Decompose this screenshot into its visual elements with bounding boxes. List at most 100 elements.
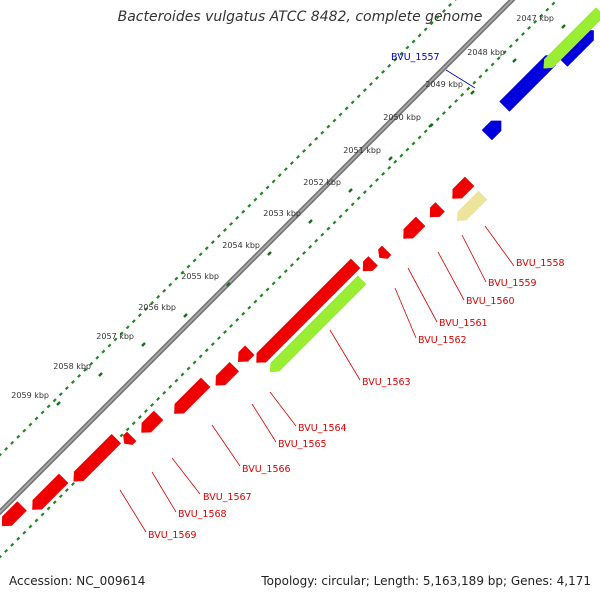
inner-tick-dot [0, 555, 2, 559]
tick-label: 2049 kbp [425, 80, 463, 89]
outer-tick-dot [435, 15, 440, 20]
gene-label: BVU_1565 [278, 439, 327, 450]
gene-leader-line [251, 403, 277, 443]
outer-tick-dot [277, 173, 282, 178]
inner-tick-dot [265, 287, 270, 292]
tick-mark [388, 156, 393, 161]
genome-title: Bacteroides vulgatus ATCC 8482, complete… [117, 9, 483, 25]
outer-tick-dot [40, 410, 45, 415]
tick-mark [267, 251, 272, 256]
outer-tick-dot [332, 118, 337, 123]
inner-tick-dot [472, 80, 477, 85]
outer-tick-dot [156, 294, 161, 299]
gene-label: BVU_1559 [488, 278, 537, 289]
gene-leader-line [151, 471, 177, 513]
tick-label: 2054 kbp [222, 241, 260, 250]
inner-tick-dot [131, 421, 136, 426]
inner-tick-dot [381, 171, 386, 176]
inner-tick-dot [271, 281, 276, 286]
gene-leader-line [445, 69, 476, 89]
inner-tick-dot [448, 105, 452, 109]
accession-text: Accession: NC_009614 [9, 574, 146, 588]
tick-label: 2052 kbp [303, 178, 341, 187]
inner-tick-dot [198, 354, 203, 359]
inner-tick-dot [484, 68, 489, 73]
inner-tick-dot [423, 129, 428, 134]
inner-tick-dot [302, 250, 307, 255]
outer-tick-dot [320, 130, 325, 135]
inner-tick-dot [168, 384, 173, 389]
inner-tick-dot [362, 190, 367, 195]
inner-tick-dot [259, 293, 264, 298]
inner-tick-dot [551, 1, 556, 6]
inner-tick-dot [375, 177, 380, 182]
tick-label: 2051 kbp [343, 146, 381, 155]
tick-mark [226, 282, 231, 287]
genome-backbone [0, 0, 516, 516]
outer-tick-dot [150, 300, 155, 305]
inner-tick-dot [28, 524, 33, 529]
outer-tick-dot [429, 21, 434, 26]
inner-tick-dot [52, 500, 57, 505]
outer-tick-dot [368, 82, 373, 87]
tick-mark [470, 90, 475, 95]
inner-tick-dot [368, 184, 373, 189]
gene-labels: BVU_1557 BVU_1558 BVU_1559 BVU_1560 BVU_1561… [119, 52, 565, 541]
inner-tick-dot [162, 390, 167, 395]
reverse-gene-arrow [378, 245, 392, 259]
outer-tick-dot [4, 446, 9, 451]
outer-tick-dot [399, 51, 404, 56]
inner-tick-dot [64, 488, 69, 493]
inner-tick-dot [399, 153, 404, 158]
inner-tick-dot [253, 299, 258, 304]
gene-leader-line [394, 287, 417, 339]
outer-tick-dot [131, 319, 136, 324]
feature-track [1, 7, 600, 527]
inner-tick-dot [210, 342, 215, 347]
tick-label: 2050 kbp [383, 113, 421, 122]
outer-tick-dot [186, 264, 191, 269]
outer-tick-dot [95, 355, 100, 360]
tick-label: 2056 kbp [138, 303, 176, 312]
tick-label: 2053 kbp [263, 209, 301, 218]
inner-tick-dot [229, 323, 234, 328]
tick-label: 2059 kbp [11, 391, 49, 400]
inner-tick-dot [460, 92, 465, 97]
tick-label: 2058 kbp [53, 362, 91, 371]
tick-label: 2048 kbp [467, 48, 505, 57]
outer-tick-dot [16, 434, 21, 439]
outer-tick-dot [70, 380, 75, 385]
outer-tick-dot [113, 337, 118, 342]
outer-tick-dot [265, 185, 270, 190]
gene-label: BVU_1558 [516, 258, 565, 269]
inner-tick-dot [411, 141, 416, 146]
inner-tick-dot [490, 62, 495, 67]
outer-tick-ring [0, 0, 457, 457]
inner-tick-dot [4, 548, 9, 553]
outer-tick-dot [375, 75, 380, 80]
inner-tick-dot [223, 330, 227, 334]
outer-tick-dot [83, 367, 88, 372]
gene-leader-line [437, 251, 465, 301]
gene-leader-line [171, 457, 201, 495]
outer-tick-dot [448, 3, 452, 7]
outer-tick-dot [289, 161, 294, 166]
inner-tick-dot [533, 19, 538, 24]
inner-tick-dot [514, 38, 519, 43]
inner-tick-dot [308, 244, 313, 249]
outer-tick-dot [417, 33, 422, 38]
outer-tick-dot [423, 27, 428, 32]
gene-leader-line [211, 424, 241, 467]
rna-feature [269, 275, 367, 373]
outer-tick-dot [46, 404, 51, 409]
inner-tick-dot [143, 409, 148, 414]
outer-tick-dot [259, 191, 264, 196]
inner-tick-dot [508, 44, 513, 49]
outer-tick-dot [107, 343, 112, 348]
inner-tick-dot [314, 238, 319, 243]
tick-labels: 2047 kbp 2048 kbp 2049 kbp 2050 kbp 2051 kbp… [11, 14, 566, 406]
outer-tick-dot [22, 428, 27, 433]
inner-tick-dot [539, 13, 544, 18]
outer-tick-dot [295, 155, 300, 160]
